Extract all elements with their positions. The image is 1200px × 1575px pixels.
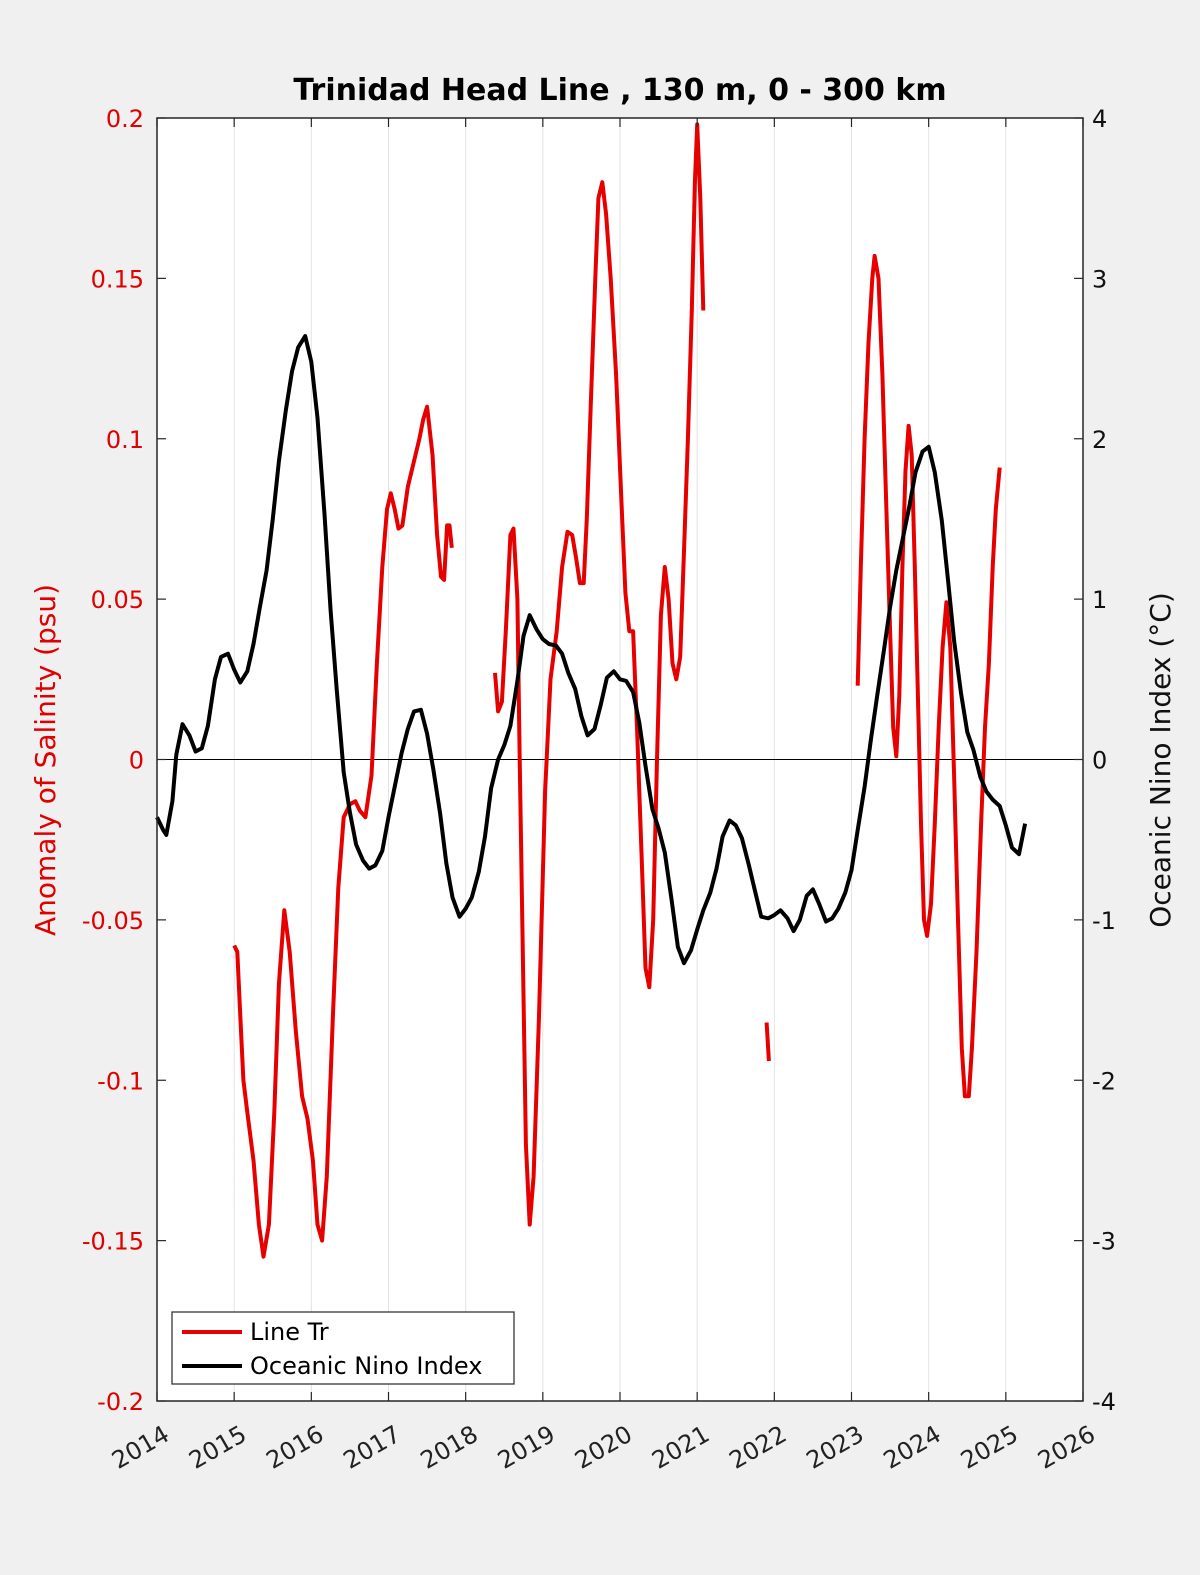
x-tick-label: 2016 bbox=[261, 1420, 328, 1475]
y-tick-label-right: -2 bbox=[1092, 1067, 1116, 1095]
x-tick-label: 2014 bbox=[107, 1420, 174, 1475]
oceanic-nino-index-series-segment bbox=[155, 334, 1028, 966]
legend-box bbox=[171, 1311, 515, 1385]
y-tick-label-left: 0 bbox=[129, 747, 144, 775]
chart-title: Trinidad Head Line , 130 m, 0 - 300 km bbox=[293, 73, 946, 108]
y-tick-label-right: -4 bbox=[1092, 1388, 1116, 1416]
y-tick-label-right: -1 bbox=[1092, 907, 1116, 935]
legend: Line Tr Oceanic Nino Index bbox=[171, 1311, 515, 1385]
y-tick-label-left: 0.1 bbox=[106, 426, 144, 454]
x-tick-label: 2022 bbox=[724, 1420, 791, 1475]
y-tick-label-left: -0.05 bbox=[82, 907, 144, 935]
y-tick-label-right: 3 bbox=[1092, 265, 1107, 293]
line-tr-series-segment bbox=[493, 122, 706, 1227]
legend-label-oni: Oceanic Nino Index bbox=[250, 1352, 482, 1380]
y-tick-label-right: 0 bbox=[1092, 747, 1107, 775]
y-axis-label-left: Anomaly of Salinity (psu) bbox=[29, 584, 62, 936]
y-axis-label-right: Oceanic Nino Index (°C) bbox=[1144, 592, 1177, 928]
x-tick-label: 2026 bbox=[1033, 1420, 1100, 1475]
x-tick-label: 2015 bbox=[184, 1420, 251, 1475]
x-tick-label: 2025 bbox=[956, 1420, 1023, 1475]
x-tick-label: 2019 bbox=[493, 1420, 560, 1475]
series-layer bbox=[155, 122, 1028, 1259]
y-tick-label-left: -0.15 bbox=[82, 1228, 144, 1256]
legend-label-line-tr: Line Tr bbox=[250, 1318, 329, 1346]
y-tick-label-left: -0.1 bbox=[97, 1067, 144, 1095]
x-tick-label: 2017 bbox=[339, 1420, 406, 1475]
x-tick-label: 2024 bbox=[879, 1420, 946, 1475]
y-tick-label-left: 0.2 bbox=[106, 105, 144, 133]
y-tick-label-right: 4 bbox=[1092, 105, 1107, 133]
line-tr-series-segment bbox=[855, 253, 1002, 1099]
y-tick-label-left: -0.2 bbox=[97, 1388, 144, 1416]
x-tick-label: 2018 bbox=[416, 1420, 483, 1475]
y-tick-label-right: 1 bbox=[1092, 586, 1107, 614]
y-tick-label-right: -3 bbox=[1092, 1228, 1116, 1256]
x-tick-label: 2021 bbox=[647, 1420, 714, 1475]
y-tick-label-left: 0.05 bbox=[91, 586, 144, 614]
x-tick-label: 2020 bbox=[570, 1420, 637, 1475]
y-tick-label-left: 0.15 bbox=[91, 265, 144, 293]
x-tick-label: 2023 bbox=[802, 1420, 869, 1475]
y-tick-label-right: 2 bbox=[1092, 426, 1107, 454]
line-tr-series-segment bbox=[764, 1022, 771, 1062]
